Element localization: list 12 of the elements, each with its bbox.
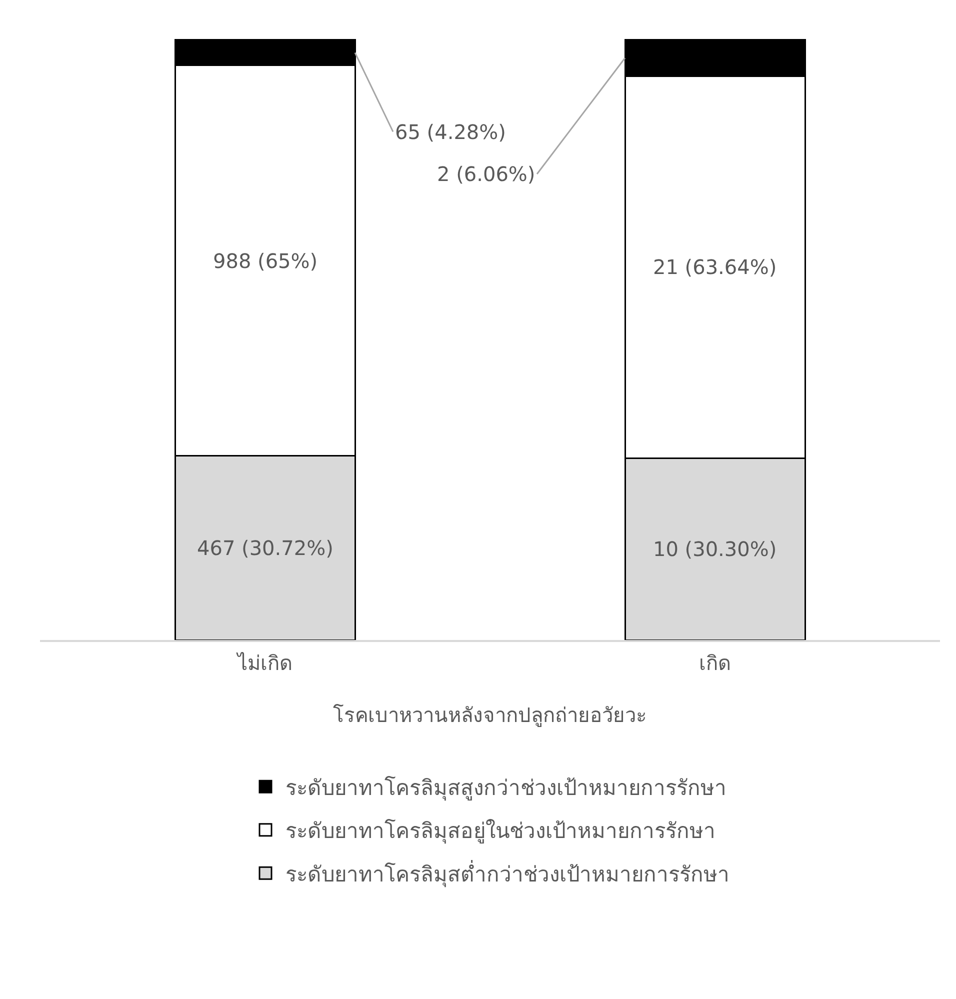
data-label: 65 (4.28%) (395, 120, 506, 144)
x-axis-title: โรคเบาหวานหลังจากปลูกถ่ายอวัยวะ (333, 702, 647, 728)
data-label: 988 (65%) (213, 249, 318, 273)
data-label: 2 (6.06%) (437, 162, 536, 186)
data-label: 10 (30.30%) (653, 537, 777, 561)
x-tick-label: เกิด (699, 650, 731, 675)
legend-label: ระดับยาทาโครลิมุสต่ำกว่าช่วงเป้าหมายการรักษา (286, 859, 730, 888)
data-label: 21 (63.64%) (653, 255, 777, 279)
data-label: 467 (30.72%) (197, 536, 334, 560)
legend-label: ระดับยาทาโครลิมุสอยู่ในช่วงเป้าหมายการรักษา (286, 819, 716, 844)
x-tick-label: ไม่เกิด (236, 650, 292, 675)
legend-label: ระดับยาทาโครลิมุสสูงกว่าช่วงเป้าหมายการรักษา (286, 776, 726, 801)
